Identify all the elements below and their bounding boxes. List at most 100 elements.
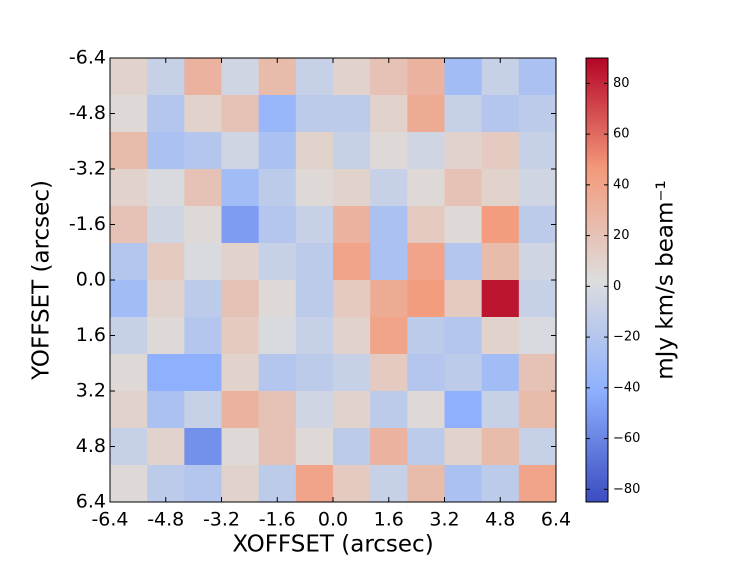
heatmap-cell [295,169,334,207]
heatmap-cell [110,132,148,170]
heatmap-cell [370,206,408,244]
heatmap-cell [110,58,148,96]
heatmap-cell [481,132,520,170]
heatmap-cell [295,391,334,429]
heatmap-cell [147,354,185,392]
heatmap-cell [258,132,297,170]
heatmap-cell [444,280,483,318]
heatmap-cell [258,391,297,429]
heatmap-cell [370,354,408,392]
heatmap-cell [221,317,260,355]
heatmap-cell [370,243,408,281]
x-tick-label: -6.4 [91,509,128,531]
x-tick-label: 3.2 [429,509,459,531]
y-tick-label: 1.6 [76,324,106,346]
heatmap-cell [110,391,148,429]
heatmap-cell [481,58,520,96]
heatmap-cell [184,132,222,170]
heatmap-cell [184,95,222,133]
heatmap-cell [481,95,520,133]
heatmap-cell [407,169,445,207]
x-tick-label: 4.8 [485,509,515,531]
heatmap-cell [481,280,520,318]
y-tick-label: 3.2 [76,380,106,402]
heatmap-cell [184,391,222,429]
heatmap-cell [444,465,483,503]
heatmap-cell [147,317,185,355]
heatmap-cell [407,465,445,503]
y-tick-label: -6.4 [69,47,106,69]
heatmap-cell [407,132,445,170]
heatmap-cell [333,243,371,281]
heatmap-cell [184,280,222,318]
colorbar-tick-label: 40 [613,177,630,192]
colorbar-label: mJy km/s beam⁻¹ [653,180,679,380]
heatmap-cell [481,243,520,281]
heatmap-cell [110,280,148,318]
colorbar-tick-label: 60 [613,127,630,142]
heatmap-cell [184,58,222,96]
heatmap-cell [295,317,334,355]
heatmap-cell [518,132,557,170]
heatmap-cell [481,169,520,207]
heatmap-cell [518,391,557,429]
x-tick-label: 0.0 [318,509,348,531]
heatmap-cell [221,132,260,170]
heatmap-cell [333,95,371,133]
x-tick-label: -4.8 [147,509,184,531]
heatmap-cell [333,58,371,96]
heatmap-cell [295,95,334,133]
heatmap-cell [481,206,520,244]
heatmap-cell [110,317,148,355]
heatmap-cell [184,206,222,244]
heatmap-cell [221,206,260,244]
heatmap-cell [295,354,334,392]
heatmap-cell [444,58,483,96]
y-tick-label: -3.2 [69,158,106,180]
heatmap-cell [147,465,185,503]
heatmap-cell [258,169,297,207]
heatmap-cell [184,317,222,355]
y-tick-label: -4.8 [69,102,106,124]
heatmap-cell [518,95,557,133]
heatmap-cell [481,354,520,392]
heatmap-cell [258,354,297,392]
heatmap-cell [407,317,445,355]
colorbar [585,57,609,503]
heatmap-cell [518,428,557,466]
heatmap-cell [221,391,260,429]
heatmap-cell [221,280,260,318]
heatmap-cell [444,95,483,133]
heatmap-cell [407,428,445,466]
heatmap-cell [518,243,557,281]
heatmap-cell [518,317,557,355]
heatmap-cell [407,280,445,318]
heatmap-cell [184,465,222,503]
heatmap-cell [370,280,408,318]
x-tick-label: 1.6 [374,509,404,531]
heatmap-cell [110,206,148,244]
heatmap-cell [258,58,297,96]
heatmap-cell [333,354,371,392]
x-axis-label: XOFFSET (arcsec) [232,532,433,558]
heatmap-cell [221,58,260,96]
heatmap-cell [258,243,297,281]
heatmap-cell [370,95,408,133]
heatmap-cell [147,206,185,244]
heatmap-cell [518,58,557,96]
heatmap-cell [370,391,408,429]
heatmap-cell [333,465,371,503]
heatmap-cell [295,280,334,318]
heatmap-cell [333,317,371,355]
y-tick-label: 6.4 [76,491,106,513]
colorbar-tick-label: −20 [613,330,640,345]
heatmap-cell [481,317,520,355]
heatmap-cell [370,428,408,466]
heatmap-cell [333,280,371,318]
heatmap-cell [444,317,483,355]
colorbar-tick-label: 80 [613,76,630,91]
heatmap-cell [147,280,185,318]
heatmap-cell [407,391,445,429]
heatmap-cell [444,206,483,244]
heatmap-cell [258,428,297,466]
